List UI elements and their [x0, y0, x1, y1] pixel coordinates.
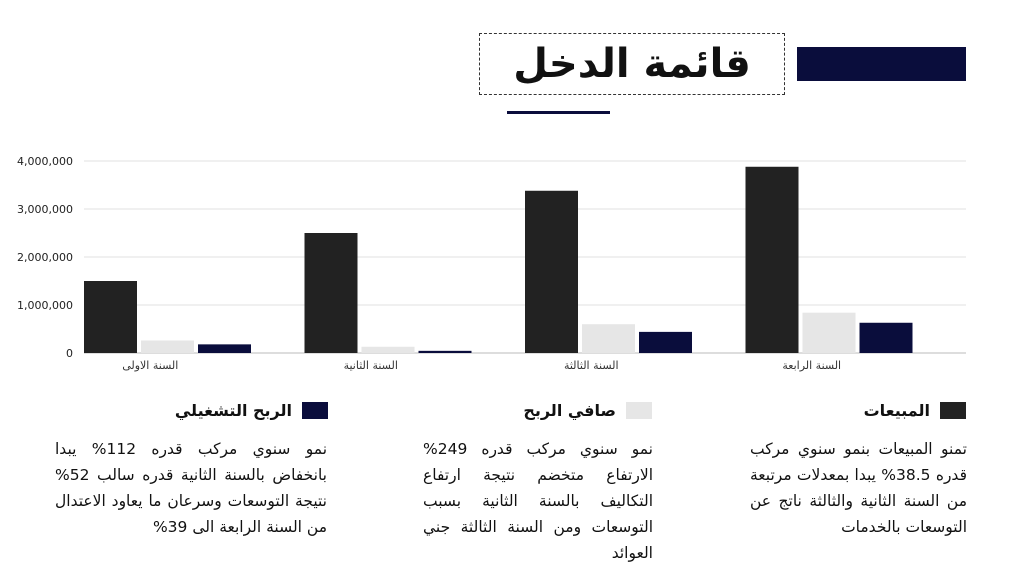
legend-label-operating-profit: الربح التشغيلي: [174, 400, 292, 420]
legend-swatch-sales: [940, 401, 966, 419]
bar: [418, 350, 472, 353]
bar: [525, 190, 578, 353]
bar: [859, 322, 913, 353]
legend-label-net-profit: صافي الربح: [523, 400, 616, 420]
bar: [141, 340, 194, 353]
x-tick-label: السنة الثانية: [344, 359, 398, 372]
y-tick-label: 1,000,000: [17, 299, 73, 312]
x-tick-label: السنة الثالثة: [564, 359, 619, 372]
x-tick-label: السنة الاولى: [122, 359, 178, 372]
bar: [198, 344, 251, 353]
income-bar-chart: 0 1,000,000 2,000,000 3,000,000 4,000,000 الس…: [17, 155, 966, 372]
legend-item-operating-profit: الربح التشغيلي: [175, 399, 328, 421]
bar: [745, 166, 799, 353]
bar: [304, 233, 358, 353]
y-tick-label: 3,000,000: [17, 203, 73, 216]
legend-label-sales: المبيعات: [863, 400, 930, 420]
bar: [84, 281, 137, 353]
description-operating-profit: نمو سنوي مركب قدره 112% يبدا بانخفاض بال…: [55, 440, 328, 536]
y-tick-label: 2,000,000: [17, 251, 73, 264]
y-tick-label: 4,000,000: [17, 155, 73, 168]
legend-item-sales: المبيعات: [864, 399, 966, 421]
title-box: قائمة الدخل: [479, 33, 785, 95]
title-accent-bar: [797, 47, 966, 81]
legend-swatch-net-profit: [626, 401, 652, 419]
bar: [582, 324, 635, 353]
description-net-profit: نمو سنوي مركب قدره 249% الارتفاع متخضم ن…: [423, 440, 653, 562]
title-underline: [507, 111, 610, 114]
description-sales: تمنو المبيعات بنمو سنوي مركب قدره 38.5% …: [750, 440, 967, 536]
bar: [802, 312, 856, 353]
legend-item-net-profit: صافي الربح: [523, 399, 652, 421]
x-tick-label: السنة الرابعة: [782, 359, 841, 372]
legend-swatch-operating-profit: [302, 401, 328, 419]
bar: [639, 331, 692, 353]
page-title: قائمة الدخل: [513, 41, 751, 87]
y-tick-label: 0: [66, 347, 73, 360]
bar: [361, 346, 415, 353]
